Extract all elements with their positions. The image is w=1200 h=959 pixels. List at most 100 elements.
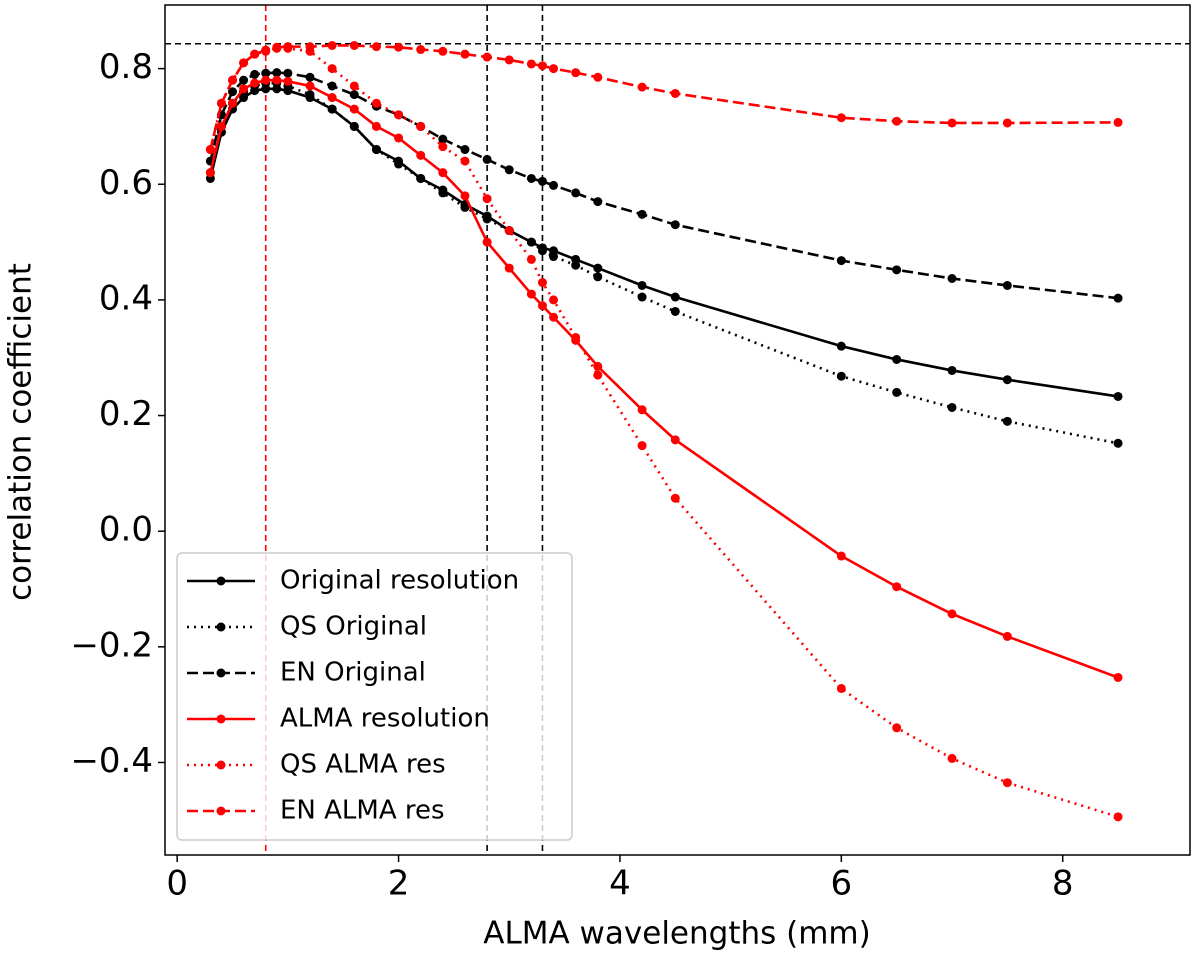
- point: [670, 220, 680, 230]
- legend-label: EN ALMA res: [280, 796, 445, 826]
- point: [228, 98, 238, 108]
- point: [327, 104, 337, 114]
- y-tick-label: 0.2: [99, 394, 153, 434]
- point: [327, 64, 337, 74]
- series-line: [209, 81, 1119, 445]
- point: [549, 180, 559, 190]
- point: [438, 188, 448, 198]
- point: [537, 301, 547, 311]
- point: [205, 168, 215, 178]
- point: [438, 46, 448, 56]
- point: [438, 142, 448, 152]
- point: [571, 332, 581, 342]
- point: [371, 145, 381, 155]
- legend-box: [176, 552, 573, 841]
- point: [593, 197, 603, 207]
- point: [549, 252, 559, 262]
- point: [394, 159, 404, 169]
- y-tick-label: 0.6: [99, 163, 153, 203]
- legend-marker: [216, 622, 226, 632]
- legend-marker: [216, 714, 226, 724]
- point: [892, 723, 902, 733]
- point: [283, 76, 293, 86]
- legend-label: QS ALMA res: [280, 750, 446, 780]
- point: [637, 82, 647, 92]
- point: [947, 753, 957, 763]
- point: [394, 42, 404, 52]
- legend-label: ALMA resolution: [280, 704, 490, 734]
- legend-marker: [216, 576, 226, 586]
- point: [637, 292, 647, 302]
- point: [482, 194, 492, 204]
- point: [228, 75, 238, 85]
- point: [892, 387, 902, 397]
- point: [549, 312, 559, 322]
- point: [537, 246, 547, 256]
- legend-marker: [216, 760, 226, 770]
- point: [205, 145, 215, 155]
- x-tick-label: 4: [609, 864, 631, 904]
- y-tick-label: 0.4: [99, 278, 153, 318]
- point: [670, 435, 680, 445]
- plot-frame: [164, 4, 1191, 856]
- x-tick-label: 6: [831, 864, 853, 904]
- point: [239, 84, 249, 94]
- point: [460, 49, 470, 59]
- point: [327, 81, 337, 91]
- point: [349, 104, 359, 114]
- point: [394, 110, 404, 120]
- point: [1002, 280, 1012, 290]
- point: [349, 90, 359, 100]
- point: [305, 90, 315, 100]
- legend-marker: [216, 668, 226, 678]
- point: [670, 88, 680, 98]
- point: [371, 98, 381, 108]
- point: [537, 278, 547, 288]
- point: [250, 69, 260, 79]
- point: [593, 370, 603, 380]
- point: [571, 188, 581, 198]
- point: [1002, 778, 1012, 788]
- legend-label: EN Original: [280, 658, 426, 688]
- point: [836, 341, 846, 351]
- point: [1113, 672, 1123, 682]
- point: [349, 81, 359, 91]
- point: [836, 683, 846, 693]
- point: [947, 118, 957, 128]
- point: [836, 371, 846, 381]
- point: [482, 52, 492, 62]
- point: [892, 265, 902, 275]
- point: [549, 295, 559, 305]
- x-tick-label: 8: [1052, 864, 1074, 904]
- point: [504, 165, 514, 175]
- point: [670, 306, 680, 316]
- point: [637, 405, 647, 415]
- point: [371, 121, 381, 131]
- point: [438, 168, 448, 178]
- point: [261, 68, 271, 78]
- point: [349, 121, 359, 131]
- point: [272, 75, 282, 85]
- legend-label: Original resolution: [280, 566, 519, 596]
- point: [460, 156, 470, 166]
- point: [593, 263, 603, 273]
- point: [216, 121, 226, 131]
- point: [482, 154, 492, 164]
- point: [305, 72, 315, 82]
- point: [460, 202, 470, 212]
- point: [537, 61, 547, 71]
- point: [593, 72, 603, 82]
- y-tick-label: −0.4: [70, 741, 153, 781]
- point: [371, 42, 381, 52]
- point: [416, 45, 426, 55]
- point: [239, 75, 249, 85]
- point: [327, 40, 337, 50]
- point: [526, 289, 536, 299]
- point: [250, 49, 260, 59]
- point: [283, 68, 293, 78]
- point: [892, 354, 902, 364]
- x-tick-label: 2: [388, 864, 410, 904]
- legend-label: QS Original: [280, 612, 427, 642]
- point: [1002, 118, 1012, 128]
- point: [637, 209, 647, 219]
